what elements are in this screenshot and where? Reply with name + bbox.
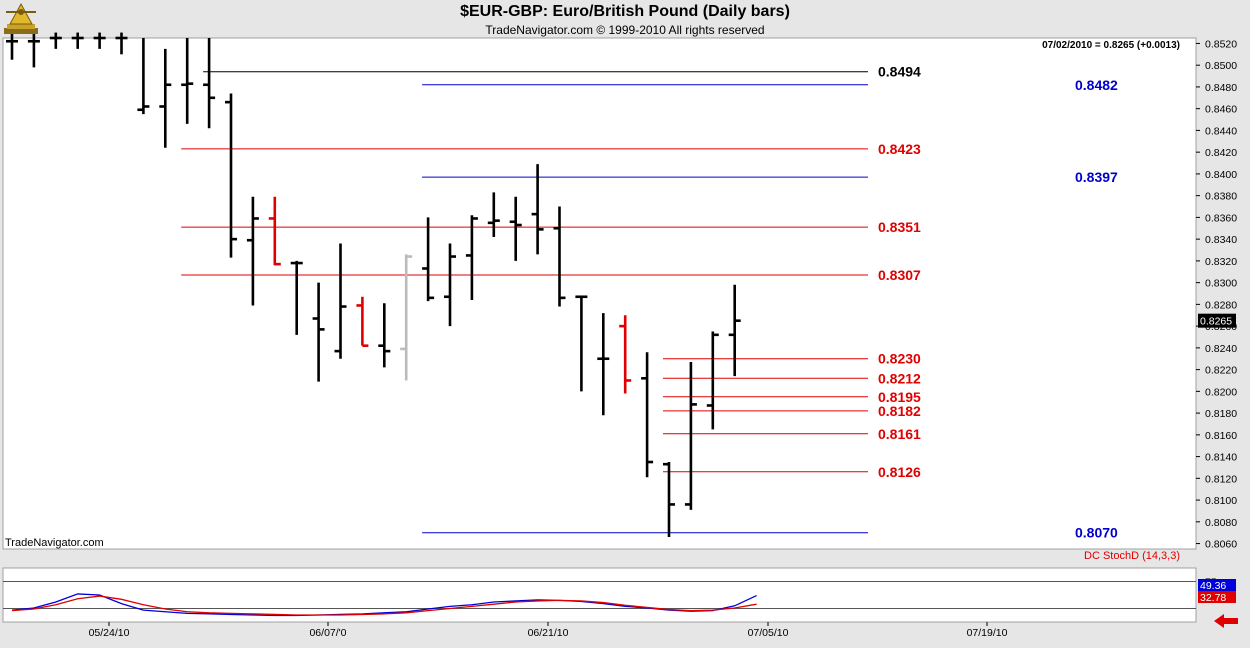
price-tick-label: 0.8120 (1205, 473, 1237, 485)
price-tick-label: 0.8340 (1205, 234, 1237, 246)
level-label: 0.8423 (878, 141, 921, 157)
price-tick-label: 0.8440 (1205, 125, 1237, 137)
price-tick-label: 0.8460 (1205, 104, 1237, 116)
oscillator-value-tag (1198, 591, 1236, 603)
level-label: 0.8307 (878, 267, 921, 283)
price-tick-label: 0.8140 (1205, 452, 1237, 464)
level-label: 0.8070 (1075, 525, 1118, 541)
price-tick-label: 0.8360 (1205, 212, 1237, 224)
oscillator-panel (2, 567, 1197, 623)
oscillator-title: DC StochD (14,3,3) (1084, 550, 1180, 562)
date-tick-label: 06/21/10 (528, 627, 569, 639)
status-readout: 07/02/2010 = 0.8265 (+0.0013) (1042, 40, 1180, 51)
price-tick-label: 0.8180 (1205, 408, 1237, 420)
level-label: 0.8482 (1075, 77, 1118, 93)
level-label: 0.8195 (878, 389, 921, 405)
scroll-left-arrow-icon[interactable] (1212, 612, 1240, 630)
date-tick-label: 07/19/10 (967, 627, 1008, 639)
price-tick-label: 0.8380 (1205, 191, 1237, 203)
price-tick-label: 0.8220 (1205, 365, 1237, 377)
level-label: 0.8351 (878, 219, 921, 235)
price-panel (2, 37, 1197, 550)
last-price-tag (1198, 313, 1236, 328)
price-tick-label: 0.8160 (1205, 430, 1237, 442)
oscillator-value-label: 32.78 (1200, 592, 1226, 604)
price-tick-label: 0.8100 (1205, 495, 1237, 507)
price-tick-label: 0.8300 (1205, 278, 1237, 290)
level-label: 0.8494 (878, 64, 921, 80)
level-label: 0.8182 (878, 403, 921, 419)
price-tick-label: 0.8200 (1205, 386, 1237, 398)
price-tick-label: 0.8400 (1205, 169, 1237, 181)
trade-navigator-logo-icon[interactable] (2, 2, 40, 36)
chart-subtitle: TradeNavigator.com © 1999-2010 All right… (485, 23, 765, 37)
level-label: 0.8212 (878, 370, 921, 386)
level-label: 0.8230 (878, 351, 921, 367)
level-label: 0.8126 (878, 464, 921, 480)
price-tick-label: 0.8420 (1205, 147, 1237, 159)
oscillator-series-line (11, 595, 757, 616)
price-tick-label: 0.8280 (1205, 299, 1237, 311)
price-tick-label: 0.8480 (1205, 82, 1237, 94)
oscillator-value-label: 49.36 (1200, 580, 1226, 592)
date-tick-label: 06/07/'0 (309, 627, 346, 639)
price-tick-label: 0.8060 (1205, 539, 1237, 551)
level-label: 0.8161 (878, 426, 921, 442)
price-tick-label: 0.8080 (1205, 517, 1237, 529)
last-price-label: 0.8265 (1200, 316, 1232, 328)
price-tick-label: 0.8500 (1205, 60, 1237, 72)
date-tick-label: 07/05/10 (748, 627, 789, 639)
price-tick-label: 0.8320 (1205, 256, 1237, 268)
price-tick-label: 0.8520 (1205, 38, 1237, 50)
oscillator-value-tag (1198, 579, 1236, 591)
oscillator-series-line (11, 593, 757, 617)
date-tick-label: 05/24/10 (89, 627, 130, 639)
watermark: TradeNavigator.com (5, 537, 104, 549)
level-label: 0.8397 (1075, 169, 1118, 185)
chart-title: $EUR-GBP: Euro/British Pound (Daily bars… (460, 3, 790, 20)
price-tick-label: 0.8240 (1205, 343, 1237, 355)
